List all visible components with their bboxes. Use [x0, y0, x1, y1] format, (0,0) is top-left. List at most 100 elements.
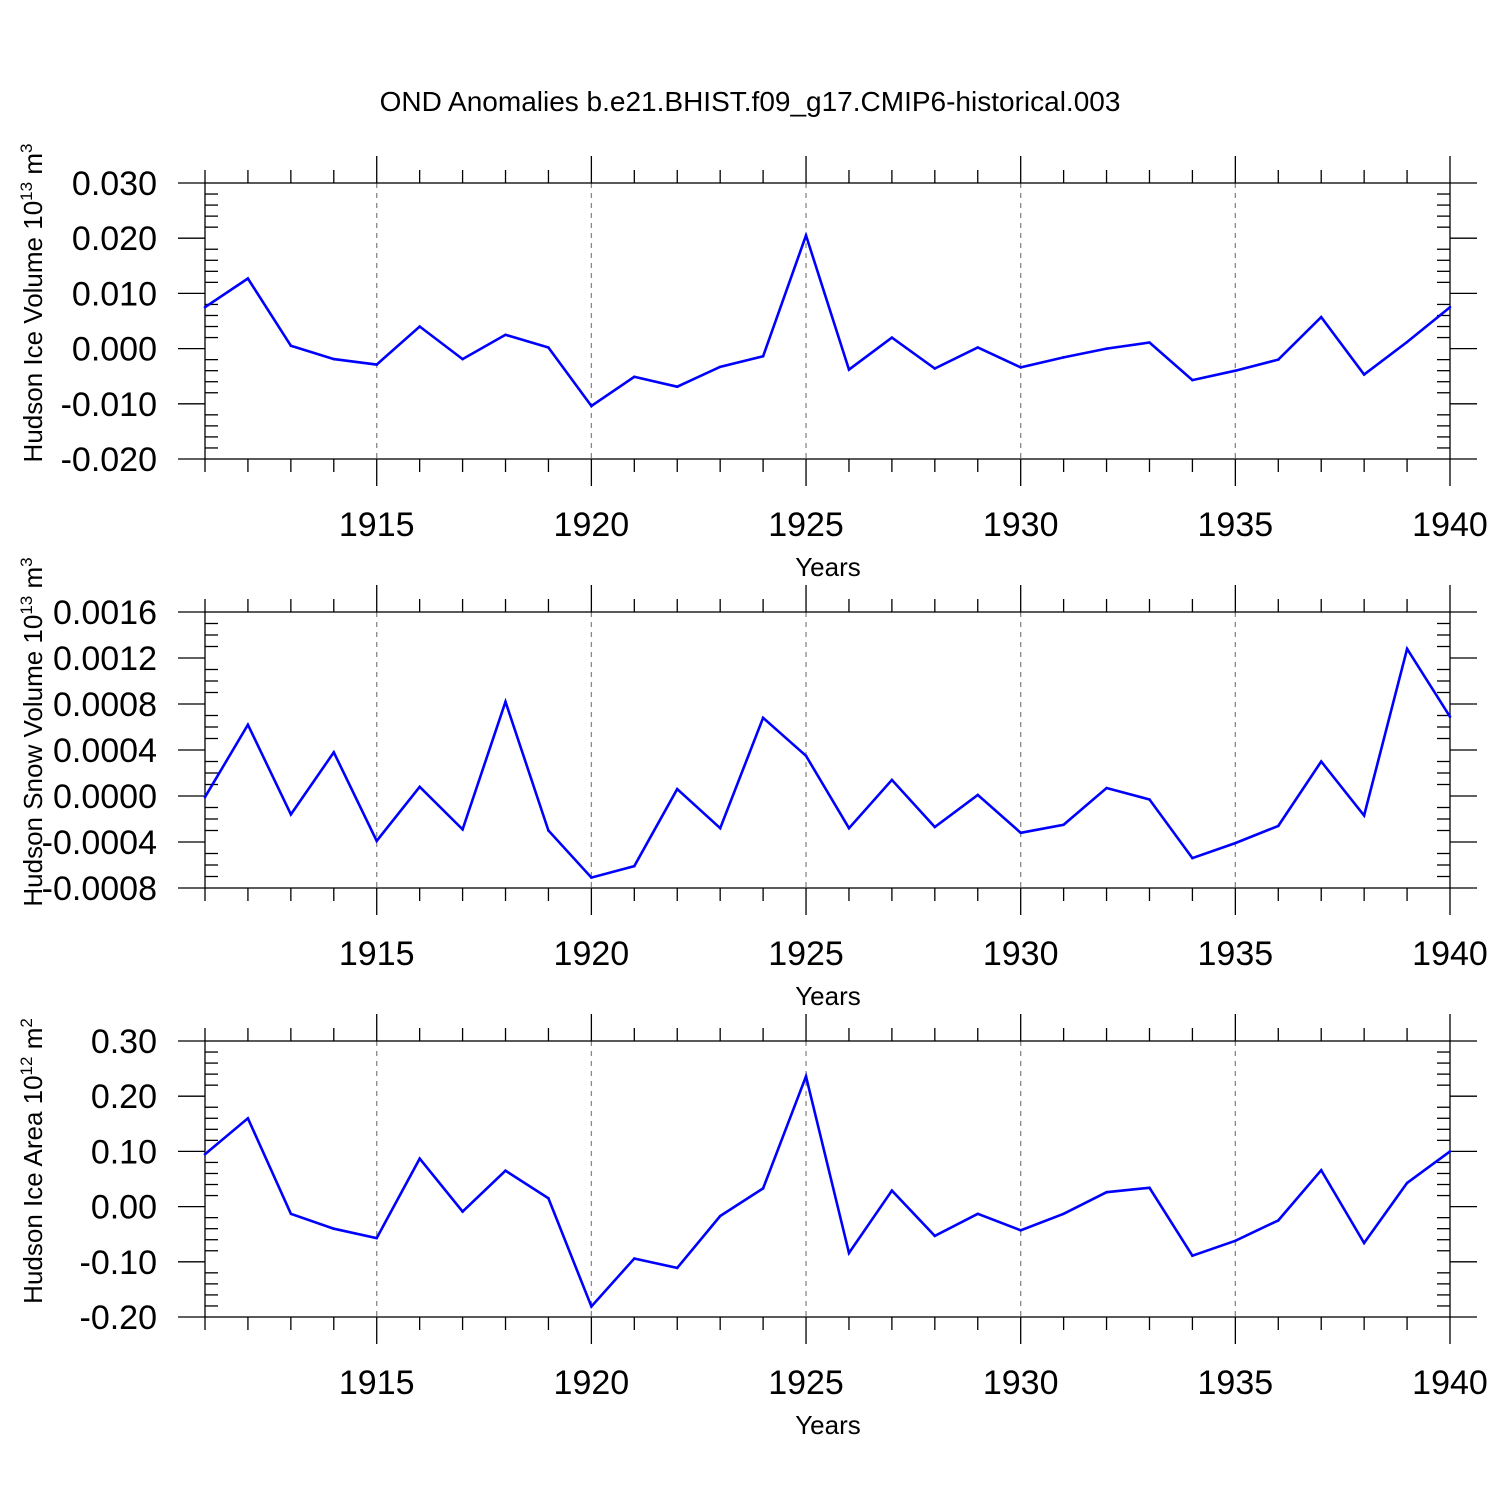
data-point: [375, 363, 379, 366]
y-tick-label: 0.000: [72, 331, 157, 369]
data-point: [1277, 358, 1280, 361]
data-point: [246, 723, 250, 726]
x-tick-label: 1935: [1198, 506, 1274, 544]
series-line: [204, 231, 1451, 408]
data-point: [933, 825, 937, 829]
data-point: [332, 751, 336, 754]
data-point: [504, 700, 507, 703]
data-point: [1319, 760, 1323, 763]
data-point: [1405, 340, 1409, 344]
y-tick-label: -0.20: [80, 1299, 158, 1337]
x-tick-label: 1940: [1412, 506, 1488, 544]
y-axis-title: Hudson Ice Area 1012 m2: [17, 1018, 48, 1304]
x-tick-label: 1915: [339, 1364, 415, 1402]
data-point: [375, 839, 379, 843]
data-point: [1191, 378, 1194, 382]
data-point: [203, 795, 207, 799]
data-point: [675, 1266, 679, 1270]
panels: -0.020 -0.010 0.000 0.010 0.020 0.030 1915 1920…: [17, 144, 1488, 1440]
data-point: [890, 1189, 894, 1192]
x-tick-label: 1930: [983, 506, 1059, 544]
y-tick-label: 0.10: [91, 1133, 157, 1171]
y-tick-label: -0.0004: [42, 824, 157, 862]
series-line: [204, 1071, 1451, 1309]
data-point: [976, 1212, 980, 1216]
x-tick-label: 1935: [1198, 935, 1274, 973]
x-tick-label: 1920: [554, 935, 630, 973]
data-point: [547, 829, 550, 832]
data-point: [590, 404, 593, 408]
data-point: [1362, 373, 1366, 376]
data-point: [804, 1075, 808, 1078]
data-point: [976, 793, 980, 797]
data-point: [461, 1210, 464, 1213]
data-point: [890, 336, 894, 339]
x-tick-label: 1920: [554, 1364, 630, 1402]
x-axis-title: Years: [795, 1410, 861, 1440]
data-point: [1362, 1241, 1366, 1245]
data-point: [1148, 341, 1151, 344]
data-point: [1105, 1190, 1108, 1194]
data-point: [1105, 786, 1108, 790]
data-point: [1234, 369, 1237, 373]
data-point: [1019, 366, 1022, 369]
y-tick-label: 0.0004: [53, 732, 157, 770]
data-point: [1448, 305, 1452, 309]
data-point: [675, 787, 679, 791]
y-tick-label: 0.00: [91, 1189, 157, 1227]
data-point: [547, 1197, 550, 1200]
chart-panel-1: -0.020 -0.010 0.000 0.010 0.020 0.030 1915 1920…: [17, 144, 1488, 582]
series-line: [203, 645, 1452, 880]
y-tick-label: 0.0012: [53, 640, 157, 678]
data-point: [718, 365, 722, 369]
data-point: [1062, 823, 1065, 827]
chart-panel-2: -0.0008 -0.0004 0.0000 0.0004 0.0008 0.0012 0.…: [17, 557, 1488, 1011]
x-tick-label: 1925: [768, 1364, 844, 1402]
data-point: [718, 1214, 722, 1218]
data-point: [504, 1169, 507, 1172]
y-tick-label: -0.010: [61, 386, 157, 424]
x-tick-label: 1930: [983, 935, 1059, 973]
y-tick-label: 0.010: [72, 275, 157, 313]
plot-frame: [204, 182, 1451, 460]
data-point: [761, 1187, 765, 1190]
data-point: [246, 277, 250, 280]
data-point: [1062, 356, 1065, 359]
y-tick-label: 0.020: [72, 220, 157, 258]
data-point: [804, 234, 808, 237]
data-point: [633, 864, 636, 868]
data-point: [1019, 1229, 1022, 1232]
data-point: [203, 1152, 207, 1156]
data-point: [375, 1236, 379, 1240]
y-tick-label: -0.0008: [42, 870, 157, 908]
chart-panel-3: -0.20 -0.10 0.00 0.10 0.20 0.30 1915 1920 1925 19…: [17, 1014, 1488, 1440]
data-point: [933, 367, 937, 370]
data-point: [633, 1257, 636, 1260]
chart-title: OND Anomalies b.e21.BHIST.f09_g17.CMIP6-…: [380, 86, 1121, 117]
data-point: [1148, 798, 1151, 801]
data-point: [675, 385, 679, 389]
data-point: [1191, 1254, 1194, 1257]
data-point: [418, 325, 422, 328]
data-point: [804, 754, 808, 758]
x-tick-label: 1930: [983, 1364, 1059, 1402]
data-point: [1062, 1212, 1065, 1216]
x-axis-title: Years: [795, 552, 861, 582]
data-point: [1234, 841, 1237, 845]
data-point: [847, 826, 851, 830]
x-axis-title: Years: [795, 981, 861, 1011]
y-tick-label: 0.20: [91, 1078, 157, 1116]
x-tick-label: 1935: [1198, 1364, 1274, 1402]
plot-frame: [204, 1040, 1451, 1318]
data-point: [1234, 1239, 1237, 1243]
data-point: [418, 785, 422, 789]
data-point: [718, 826, 722, 830]
x-tick-label: 1925: [768, 935, 844, 973]
plot-frame: [204, 611, 1451, 889]
data-point: [847, 1251, 851, 1255]
x-tick-label: 1915: [339, 935, 415, 973]
data-point: [461, 357, 464, 361]
data-point: [1148, 1186, 1151, 1190]
data-point: [1019, 831, 1022, 835]
